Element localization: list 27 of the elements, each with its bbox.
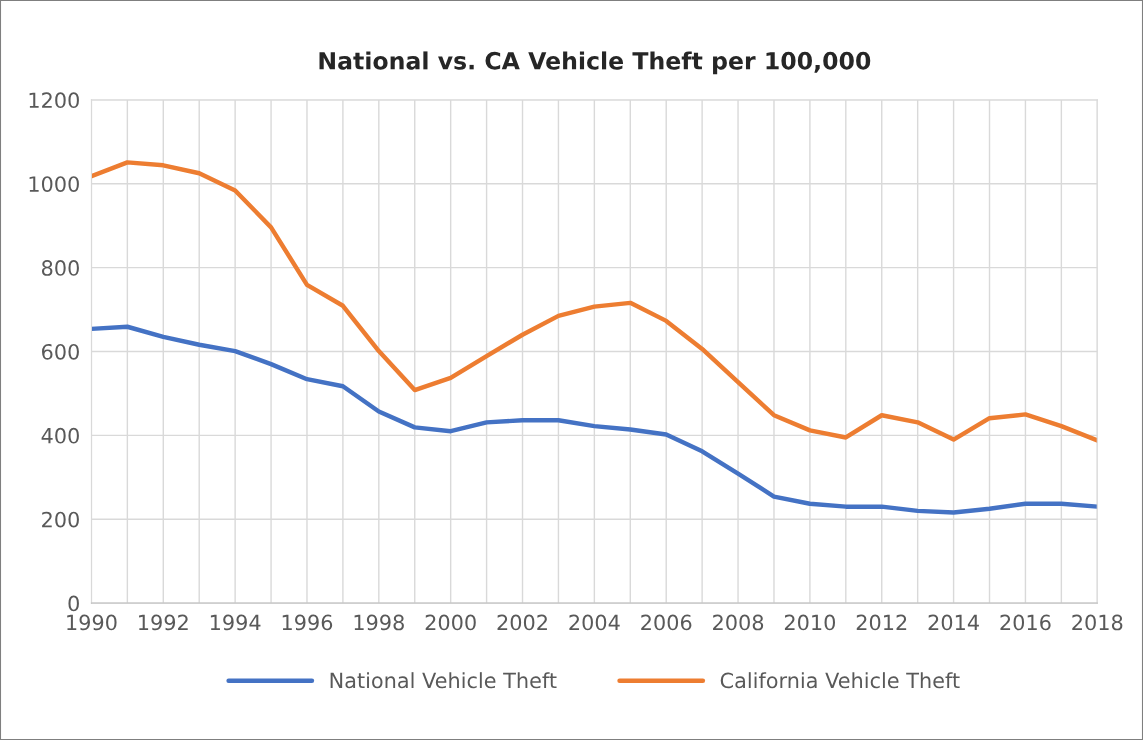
y-tick-label: 400 [41,427,79,444]
line-series [91,324,1098,515]
x-tick-label: 2014 [928,614,979,631]
chart-title: National vs. CA Vehicle Theft per 100,000 [319,51,871,75]
y-tick-label: 1000 [29,176,79,192]
x-tick-label: 1998 [354,614,404,631]
line-series [91,160,1098,443]
y-tick-label: 800 [41,260,79,276]
x-tick-label: 1990 [67,614,117,631]
y-tick-label: 600 [42,343,79,360]
x-tick-label: 2012 [856,614,907,631]
y-tick-label: 200 [42,511,79,528]
y-tick-label: 1200 [29,92,79,109]
x-tick-label: 2004 [569,614,620,631]
x-tick-label: 2000 [425,614,476,631]
x-tick-label: 2016 [1000,614,1051,631]
legend-label: California Vehicle Theft [720,672,960,689]
x-tick-label: 1996 [282,614,333,631]
legend-label: National Vehicle Theft [330,672,557,689]
y-tick-label: 0 [68,595,79,612]
x-tick-label: 1992 [139,614,188,631]
x-tick-label: 2018 [1072,614,1123,631]
x-tick-label: 1994 [210,614,261,631]
x-tick-label: 2010 [784,614,836,631]
x-tick-label: 2006 [641,614,692,631]
x-tick-label: 2008 [713,614,764,631]
x-tick-label: 2002 [497,614,547,631]
